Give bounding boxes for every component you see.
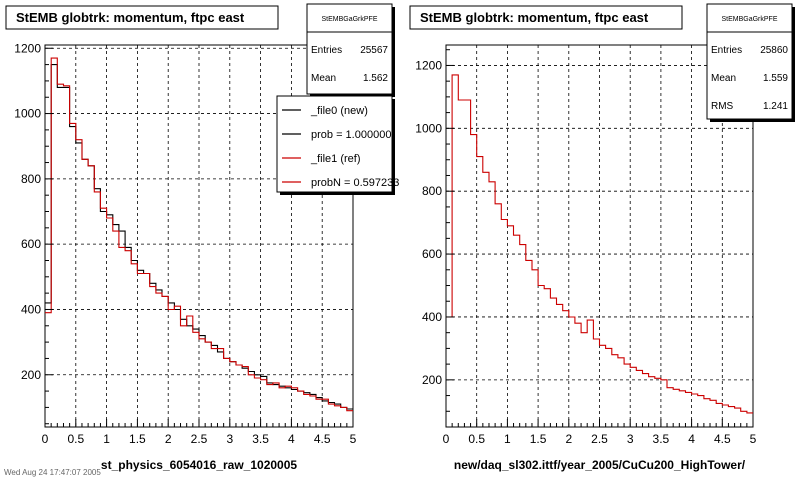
x-tick-label: 4.5 [714,432,731,446]
y-tick-label: 1200 [415,58,442,72]
stats-name: StEMBGaGrkPFE [721,16,777,23]
x-tick-label: 0.5 [67,432,84,446]
y-tick-label: 600 [21,237,41,251]
chart-panel-2: 0 0.5 1 1.5 2 2.5 3 3.5 4 4.5 5 200 400 600 800 1000 120… [409,3,795,472]
y-tick-label: 400 [422,310,442,324]
stats-label: Entries [311,45,342,56]
stats-value: 1.562 [363,73,388,84]
stats-label: Mean [311,73,336,84]
chart-panel-1: 0 0.5 1 1.5 2 2.5 3 3.5 4 4.5 5 200 400 600 800 1000 120… [5,3,399,472]
y-tick-label: 200 [422,373,442,387]
x-tick-label: 0 [443,432,450,446]
x-tick-label: 1.5 [129,432,146,446]
y-tick-label: 1200 [14,41,41,55]
stats-box [706,3,793,120]
legend-entry: _file0 (new) [310,105,368,117]
x-tick-label: 1 [103,432,110,446]
x-tick-label: 2 [565,432,572,446]
x-tick-label: 1.5 [530,432,547,446]
x-tick-label: 0 [42,432,49,446]
y-tick-label: 1000 [415,121,442,135]
legend-entry: probN = 0.597233 [311,177,399,189]
stats-value: 25860 [760,45,788,56]
title-box [409,5,683,30]
y-tick-label: 800 [21,172,41,186]
histogram-series-1 [446,74,753,414]
legend-entry: _file1 (ref) [310,153,361,165]
x-tick-label: 4 [688,432,695,446]
y-tick-label: 400 [21,302,41,316]
x-tick-label: 2.5 [191,432,208,446]
y-tick-label: 800 [422,184,442,198]
x-tick-label: 2 [165,432,172,446]
x-axis-label: st_physics_6054016_raw_1020005 [101,458,297,472]
x-tick-label: 3 [627,432,634,446]
x-tick-label: 2.5 [591,432,608,446]
x-tick-label: 5 [750,432,757,446]
stats-label: Mean [711,73,736,84]
stats-value: 25567 [360,45,388,56]
legend-entry: prob = 1.000000 [311,129,391,141]
x-tick-label: 3 [226,432,233,446]
y-tick-label: 1000 [14,107,41,121]
x-tick-label: 0.5 [468,432,485,446]
histogram-series-2 [45,57,353,412]
stats-value: 1.559 [763,73,788,84]
y-tick-label: 200 [21,368,41,382]
stats-name: StEMBGaGrkPFE [321,16,377,23]
x-tick-label: 3.5 [653,432,670,446]
stats-box [306,3,393,95]
stats-label: RMS [711,101,734,112]
stats-value: 1.241 [763,101,788,112]
footer-text: Wed Aug 24 17:47:07 2005 [4,468,101,477]
chart-title: StEMB globtrk: momentum, ftpc east [16,10,245,25]
x-tick-label: 5 [350,432,357,446]
title-box [5,5,279,30]
chart-title: StEMB globtrk: momentum, ftpc east [420,10,649,25]
stats-label: Entries [711,45,742,56]
legend-box [276,95,393,193]
x-tick-label: 3.5 [252,432,269,446]
x-tick-label: 1 [504,432,511,446]
y-tick-label: 600 [422,247,442,261]
x-tick-label: 4 [288,432,295,446]
x-axis-label: new/daq_sl302.ittf/year_2005/CuCu200_Hig… [454,458,746,472]
x-tick-label: 4.5 [314,432,331,446]
